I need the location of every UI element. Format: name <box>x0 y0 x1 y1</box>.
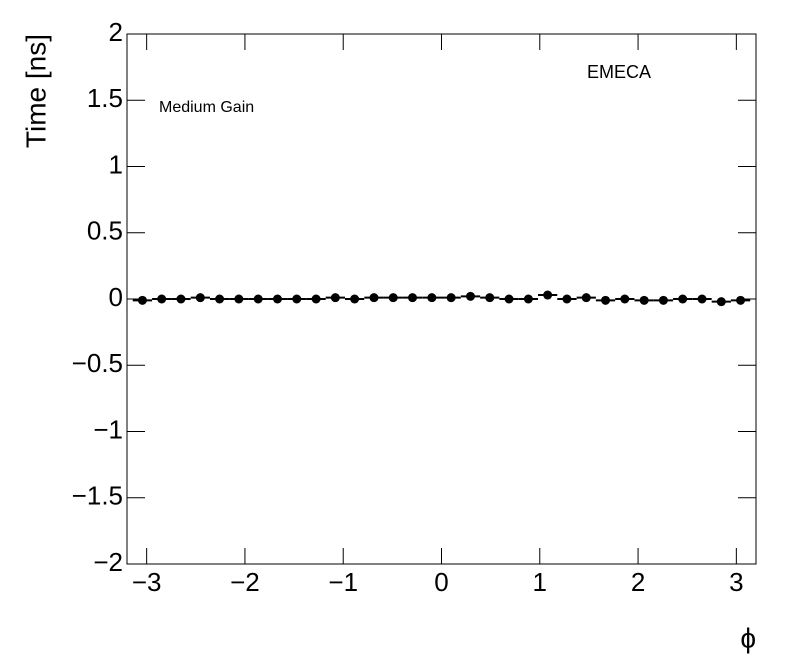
marker <box>543 290 553 300</box>
y-tick-label: 1.5 <box>87 83 123 113</box>
marker <box>253 294 263 304</box>
y-tick-label: −2 <box>93 547 123 577</box>
y-tick-label: −1.5 <box>72 481 123 511</box>
marker <box>697 294 707 304</box>
annotation: EMECA <box>587 62 651 82</box>
marker <box>176 294 186 304</box>
x-tick-label: −2 <box>230 567 260 597</box>
y-tick-label: 0 <box>109 282 123 312</box>
marker <box>234 294 244 304</box>
y-tick-label: −1 <box>93 414 123 444</box>
marker <box>562 294 572 304</box>
marker <box>446 293 456 303</box>
marker <box>427 293 437 303</box>
y-axis-label: Time [ns] <box>20 34 51 148</box>
marker <box>292 294 302 304</box>
marker <box>601 295 611 305</box>
y-tick-label: 2 <box>109 17 123 47</box>
x-tick-label: −3 <box>132 567 162 597</box>
marker <box>350 294 360 304</box>
y-tick-label: 0.5 <box>87 216 123 246</box>
x-tick-label: −1 <box>328 567 358 597</box>
x-tick-label: 0 <box>434 567 448 597</box>
marker <box>157 294 167 304</box>
x-tick-label: 1 <box>533 567 547 597</box>
marker <box>311 294 321 304</box>
y-tick-label: −0.5 <box>72 348 123 378</box>
marker <box>658 295 668 305</box>
marker <box>215 294 225 304</box>
x-tick-label: 3 <box>729 567 743 597</box>
marker <box>408 293 418 303</box>
marker <box>137 295 147 305</box>
x-axis-label: ϕ <box>740 622 756 653</box>
marker <box>716 297 726 307</box>
marker <box>272 294 282 304</box>
x-tick-label: 2 <box>631 567 645 597</box>
marker <box>465 291 475 301</box>
marker <box>639 295 649 305</box>
marker <box>195 293 205 303</box>
marker <box>504 294 514 304</box>
marker <box>485 293 495 303</box>
marker <box>678 294 688 304</box>
marker <box>620 294 630 304</box>
marker <box>388 293 398 303</box>
annotation: Medium Gain <box>159 99 254 116</box>
marker <box>369 293 379 303</box>
marker <box>581 293 591 303</box>
marker <box>523 294 533 304</box>
marker <box>736 295 746 305</box>
y-tick-label: 1 <box>109 149 123 179</box>
marker <box>330 293 340 303</box>
